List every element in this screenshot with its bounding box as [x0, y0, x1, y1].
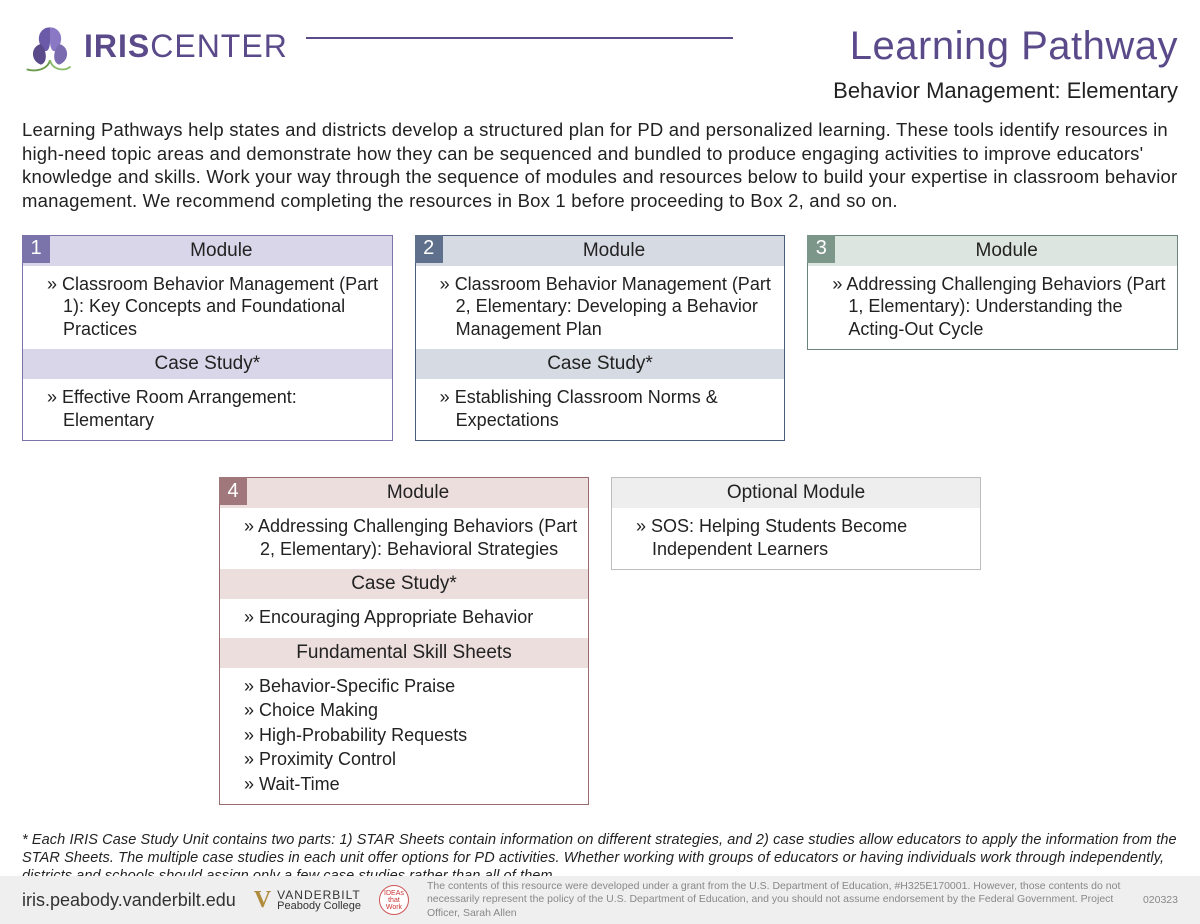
cards-row-2: 4 Module Addressing Challenging Behavior… [22, 477, 1178, 805]
section-heading-module: Module [23, 236, 392, 266]
list-item: Addressing Challenging Behaviors (Part 2… [244, 514, 578, 561]
section-heading-module: Module [808, 236, 1177, 266]
intro-paragraph: Learning Pathways help states and distri… [22, 118, 1178, 213]
header-rule [306, 37, 733, 39]
list-item: Addressing Challenging Behaviors (Part 1… [832, 272, 1167, 342]
card-number: 1 [22, 235, 50, 263]
list-item: Establishing Classroom Norms & Expectati… [440, 385, 775, 432]
section-heading-casestudy: Case Study* [220, 569, 588, 599]
footer: iris.peabody.vanderbilt.edu V VANDERBILT… [0, 876, 1200, 924]
cards-row-1: 1 Module Classroom Behavior Management (… [22, 235, 1178, 442]
page-subtitle: Behavior Management: Elementary [22, 78, 1178, 104]
section-heading-casestudy: Case Study* [416, 349, 785, 379]
list-item: Proximity Control [244, 747, 578, 772]
list-item: Classroom Behavior Management (Part 2, E… [440, 272, 775, 342]
section-heading-module: Module [220, 478, 588, 508]
logo-text: IRISCENTER [84, 28, 288, 65]
header: IRISCENTER Learning Pathway [22, 18, 1178, 74]
logo: IRISCENTER [22, 18, 288, 74]
footer-url: iris.peabody.vanderbilt.edu [22, 890, 236, 911]
list-item: Encouraging Appropriate Behavior [244, 605, 578, 630]
footer-disclaimer: The contents of this resource were devel… [427, 880, 1125, 919]
list-item: SOS: Helping Students Become Independent… [636, 514, 970, 561]
card-number: 4 [219, 477, 247, 505]
section-heading-module: Module [416, 236, 785, 266]
casestudy-items: Establishing Classroom Norms & Expectati… [416, 379, 785, 440]
card-number: 3 [807, 235, 835, 263]
list-item: Classroom Behavior Management (Part 1): … [47, 272, 382, 342]
module-items: Classroom Behavior Management (Part 1): … [23, 266, 392, 350]
footer-code: 020323 [1143, 894, 1178, 906]
list-item: Choice Making [244, 698, 578, 723]
section-heading-casestudy: Case Study* [23, 349, 392, 379]
list-item: High-Probability Requests [244, 723, 578, 748]
card-3: 3 Module Addressing Challenging Behavior… [807, 235, 1178, 351]
iris-flower-icon [22, 18, 78, 74]
vanderbilt-name: VANDERBILT [277, 889, 361, 901]
optional-items: SOS: Helping Students Become Independent… [612, 508, 980, 569]
casestudy-items: Effective Room Arrangement: Elementary [23, 379, 392, 440]
module-items: Classroom Behavior Management (Part 2, E… [416, 266, 785, 350]
casestudy-items: Encouraging Appropriate Behavior [220, 599, 588, 638]
skillsheet-items: Behavior-Specific PraiseChoice MakingHig… [220, 668, 588, 805]
section-heading-optional: Optional Module [612, 478, 980, 508]
section-heading-skillsheets: Fundamental Skill Sheets [220, 638, 588, 668]
card-number: 2 [415, 235, 443, 263]
module-items: Addressing Challenging Behaviors (Part 2… [220, 508, 588, 569]
list-item: Wait-Time [244, 772, 578, 797]
ideas-seal-icon: IDEAs that Work [379, 885, 409, 915]
vanderbilt-logo: V VANDERBILT Peabody College [254, 887, 361, 914]
list-item: Effective Room Arrangement: Elementary [47, 385, 382, 432]
card-4: 4 Module Addressing Challenging Behavior… [219, 477, 589, 805]
list-item: Behavior-Specific Praise [244, 674, 578, 699]
peabody-name: Peabody College [277, 901, 361, 912]
card-2: 2 Module Classroom Behavior Management (… [415, 235, 786, 442]
vanderbilt-v-icon: V [254, 887, 271, 914]
card-1: 1 Module Classroom Behavior Management (… [22, 235, 393, 442]
page-title: Learning Pathway [751, 24, 1178, 69]
card-optional: Optional Module SOS: Helping Students Be… [611, 477, 981, 570]
module-items: Addressing Challenging Behaviors (Part 1… [808, 266, 1177, 350]
